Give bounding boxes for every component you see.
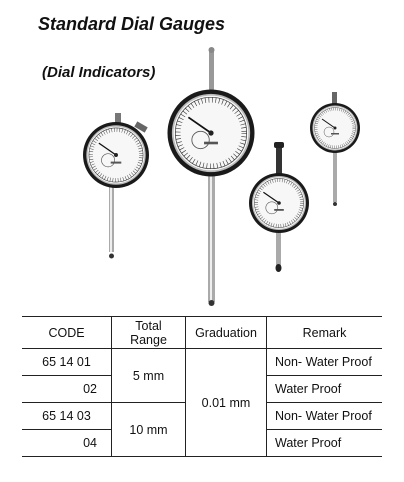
code: 02 (22, 375, 112, 403)
subtitle: (Dial Indicators) (42, 64, 156, 81)
range: 5 mm (111, 348, 186, 403)
spec-table: CODE Total Range Graduation Remark 65 14… (22, 316, 382, 457)
remark: Water Proof (266, 375, 382, 403)
code: 65 14 01 (22, 348, 112, 376)
remark: Non- Water Proof (266, 402, 382, 430)
code: 04 (22, 429, 112, 457)
remark: Non- Water Proof (266, 348, 382, 376)
column-header: CODE (22, 316, 112, 349)
header-row: CODE Total Range Graduation Remark (22, 316, 382, 349)
range: 10 mm (111, 402, 186, 457)
remark: Water Proof (266, 429, 382, 457)
row: 65 14 01 5 mm 0.01 mm Non- Water Proof (22, 348, 382, 457)
column-header: Graduation (185, 316, 267, 349)
code: 65 14 03 (22, 402, 112, 430)
row: 02 Water Proof (22, 375, 382, 403)
dial-gauges-image (81, 47, 362, 306)
column-header: Total Range (111, 316, 186, 349)
graduation: 0.01 mm (185, 348, 267, 457)
column-header: Remark (266, 316, 382, 349)
title: Standard Dial Gauges (38, 14, 226, 34)
row: 65 14 03 10 mm Non- Water Proof (22, 402, 382, 457)
row: 04 Water Proof (22, 429, 382, 457)
